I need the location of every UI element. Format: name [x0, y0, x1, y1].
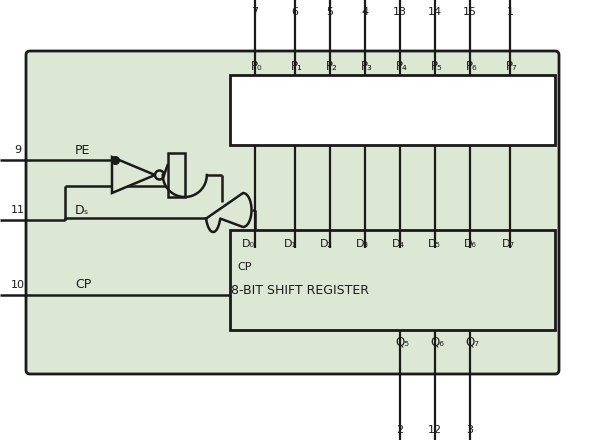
Text: D₄: D₄	[392, 239, 404, 249]
Text: P₇: P₇	[506, 60, 518, 73]
Text: D₆: D₆	[464, 239, 476, 249]
Text: CP: CP	[237, 262, 251, 272]
Text: 6: 6	[292, 7, 299, 17]
Text: 12: 12	[428, 425, 442, 435]
Text: 1: 1	[506, 7, 514, 17]
Bar	[168, 153, 185, 197]
Text: P₀: P₀	[251, 60, 263, 73]
Text: 13: 13	[393, 7, 407, 17]
Polygon shape	[163, 153, 207, 197]
Text: P₁: P₁	[291, 60, 303, 73]
Circle shape	[155, 170, 164, 180]
Text: D₃: D₃	[355, 239, 368, 249]
Text: Q₇: Q₇	[465, 335, 479, 348]
Text: 8-BIT SHIFT REGISTER: 8-BIT SHIFT REGISTER	[231, 283, 369, 297]
Text: 10: 10	[11, 280, 25, 290]
Text: D₂: D₂	[320, 239, 332, 249]
Text: Q₆: Q₆	[430, 335, 444, 348]
Text: D₀: D₀	[241, 239, 254, 249]
Text: P₂: P₂	[326, 60, 338, 73]
FancyBboxPatch shape	[26, 51, 559, 374]
Text: 4: 4	[361, 7, 368, 17]
Text: 3: 3	[467, 425, 473, 435]
Text: P₃: P₃	[361, 60, 373, 73]
Text: P₄: P₄	[396, 60, 408, 73]
Text: D₇: D₇	[502, 239, 515, 249]
Text: 9: 9	[14, 145, 22, 155]
Bar	[230, 230, 555, 330]
Text: Dₛ: Dₛ	[75, 203, 89, 216]
Text: 14: 14	[428, 7, 442, 17]
Text: 5: 5	[326, 7, 334, 17]
Text: P₆: P₆	[466, 60, 478, 73]
Text: PE: PE	[75, 143, 91, 157]
Text: 2: 2	[397, 425, 404, 435]
Text: 15: 15	[463, 7, 477, 17]
Text: 11: 11	[11, 205, 25, 215]
Text: D₅: D₅	[428, 239, 440, 249]
Text: Q₅: Q₅	[395, 335, 409, 348]
Polygon shape	[206, 193, 251, 232]
Text: 7: 7	[251, 7, 259, 17]
Text: D₁: D₁	[284, 239, 296, 249]
Text: CP: CP	[75, 279, 91, 291]
Text: P₅: P₅	[431, 60, 443, 73]
Polygon shape	[112, 157, 155, 193]
Bar	[230, 75, 555, 145]
